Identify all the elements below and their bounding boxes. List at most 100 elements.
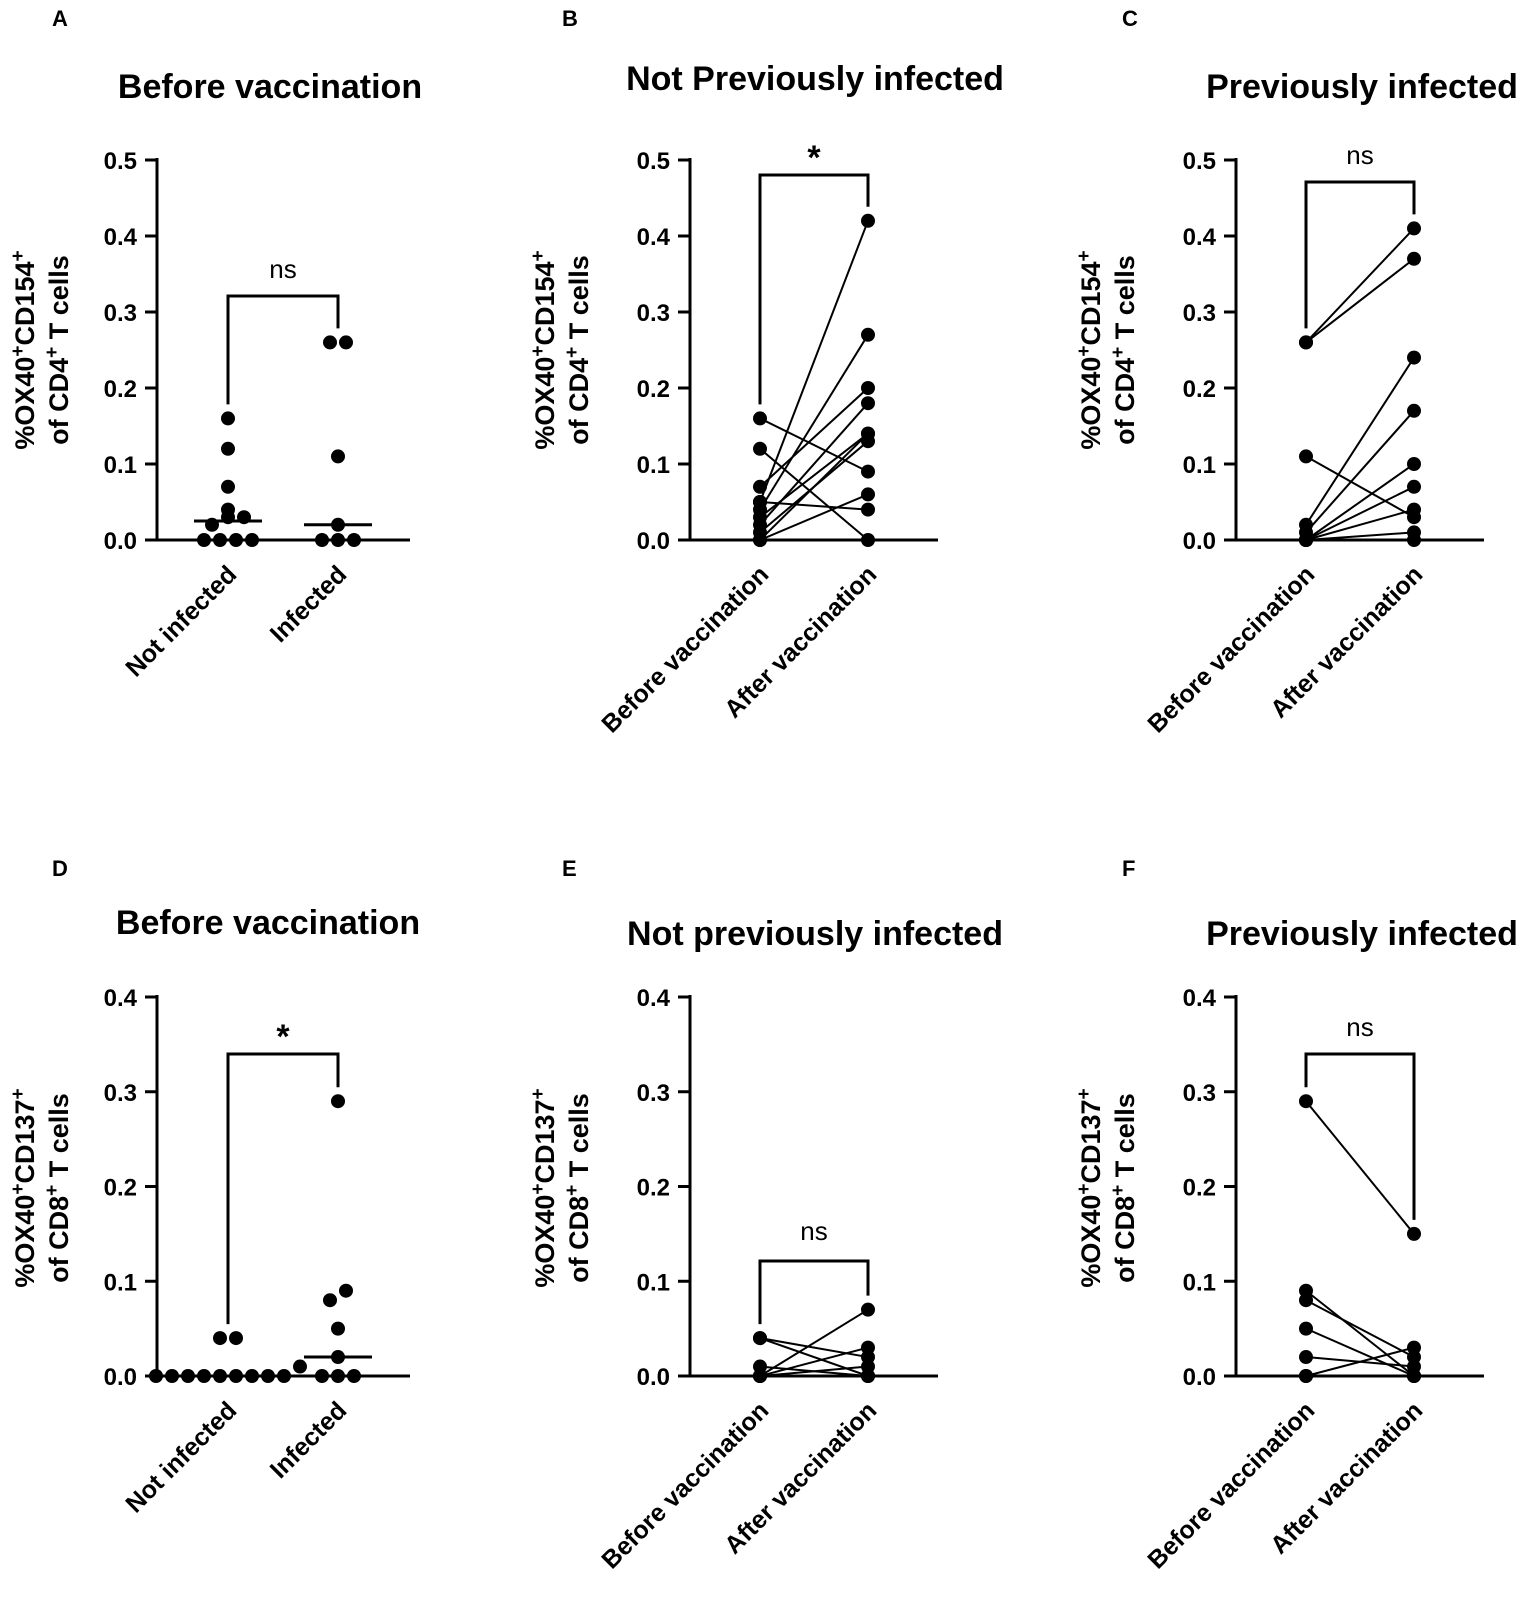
y-tick-label: 0.1 (1183, 1269, 1216, 1296)
superscript: + (8, 1183, 29, 1194)
superscript: + (8, 1088, 29, 1099)
data-point (1299, 1321, 1313, 1336)
pair-line (759, 448, 869, 541)
data-point (1407, 1226, 1421, 1241)
superscript: + (1074, 1088, 1095, 1099)
data-point (165, 1369, 179, 1383)
data-point (861, 381, 875, 395)
label-text: %OX40 (10, 357, 40, 450)
superscript: + (528, 1088, 549, 1099)
y-tick-label: 0.5 (104, 148, 137, 175)
significance-bracket (758, 173, 870, 405)
y-axis-label: %OX40+CD154+of CD4+ T cells (8, 250, 75, 449)
data-point (261, 1369, 275, 1383)
y-tick-label: 0.1 (637, 1269, 670, 1296)
pair-line (1305, 508, 1415, 541)
data-point (861, 426, 875, 441)
y-tick-label: 0.2 (637, 376, 670, 403)
significance-bracket (758, 1259, 870, 1325)
panel-title: Previously infected (1206, 915, 1518, 953)
data-point (293, 1359, 307, 1374)
data-point (221, 411, 235, 426)
data-point (331, 533, 345, 547)
pair-line (1305, 1327, 1415, 1377)
significance-label: ns (1346, 140, 1373, 170)
pair-line (759, 1308, 869, 1377)
data-point (1407, 403, 1421, 418)
data-point (861, 533, 875, 547)
y-axis-label-line: %OX40+CD154+ (1074, 250, 1107, 449)
pair-line (1305, 357, 1415, 526)
y-axis-label-line: %OX40+CD137+ (8, 1088, 41, 1287)
label-text: CD137 (1076, 1099, 1106, 1183)
pair-line (759, 501, 869, 511)
data-point (861, 213, 875, 228)
pair-line (759, 493, 869, 541)
y-tick-label: 0.4 (104, 224, 138, 251)
pair-line (1305, 1299, 1415, 1358)
y-axis-label-line: %OX40+CD154+ (528, 250, 561, 449)
pair-line (1305, 1289, 1415, 1377)
y-tick-label: 0.3 (1183, 300, 1216, 327)
y-axis-label: %OX40+CD137+of CD8+ T cells (1074, 1088, 1141, 1287)
panel-title: Before vaccination (116, 904, 420, 942)
significance-label: ns (1346, 1012, 1373, 1042)
data-point (323, 335, 337, 350)
data-point (331, 449, 345, 464)
y-axis-label-line: %OX40+CD137+ (1074, 1088, 1107, 1287)
panel-title: Previously infected (1206, 68, 1518, 106)
panel-label: B (562, 6, 578, 31)
label-text: of CD8 (564, 1196, 594, 1283)
data-point (861, 1340, 875, 1355)
y-tick-label: 0.1 (104, 1269, 137, 1296)
panel-label: F (1122, 856, 1135, 881)
y-tick-label: 0.2 (1183, 376, 1216, 403)
label-text: T cells (564, 1093, 594, 1185)
superscript: + (1108, 347, 1129, 358)
pair-line (1305, 455, 1415, 519)
superscript: + (1108, 1185, 1129, 1196)
significance-bracket (1304, 180, 1416, 329)
label-text: of CD4 (564, 358, 594, 445)
pair-line (759, 402, 869, 526)
y-axis-label-line: %OX40+CD154+ (8, 250, 41, 449)
data-point (1299, 1094, 1313, 1109)
data-point (1407, 1369, 1421, 1383)
y-tick-label: 0.4 (104, 985, 138, 1012)
pair-line (1305, 1346, 1415, 1377)
pair-line (759, 1337, 869, 1359)
x-category-label: Not infected (120, 1396, 242, 1518)
superscript: + (42, 1185, 63, 1196)
data-point (1299, 1293, 1313, 1308)
data-point (753, 479, 767, 494)
y-tick-label: 0.1 (1183, 452, 1216, 479)
pair-line (759, 334, 869, 511)
pair-line (1305, 463, 1415, 541)
label-text: CD154 (10, 261, 40, 345)
data-point (861, 1302, 875, 1317)
data-point (339, 335, 353, 350)
data-point (1407, 479, 1421, 494)
data-point (181, 1369, 195, 1383)
y-tick-label: 0.0 (104, 528, 137, 555)
superscript: + (528, 345, 549, 356)
label-text: %OX40 (530, 1195, 560, 1288)
label-text: of CD8 (1110, 1196, 1140, 1283)
superscript: + (42, 347, 63, 358)
data-point (331, 1321, 345, 1336)
data-point (1407, 251, 1421, 266)
y-tick-label: 0.2 (104, 1175, 137, 1202)
label-text: CD154 (1076, 261, 1106, 345)
panel-title: Before vaccination (118, 68, 422, 106)
superscript: + (528, 1183, 549, 1194)
superscript: + (8, 345, 29, 356)
pair-line (1305, 531, 1415, 541)
y-tick-label: 0.1 (104, 452, 137, 479)
label-text: T cells (44, 1093, 74, 1185)
pair-line (1305, 485, 1415, 541)
y-axis-label-line: of CD8+ T cells (562, 1093, 595, 1283)
data-point (221, 441, 235, 456)
